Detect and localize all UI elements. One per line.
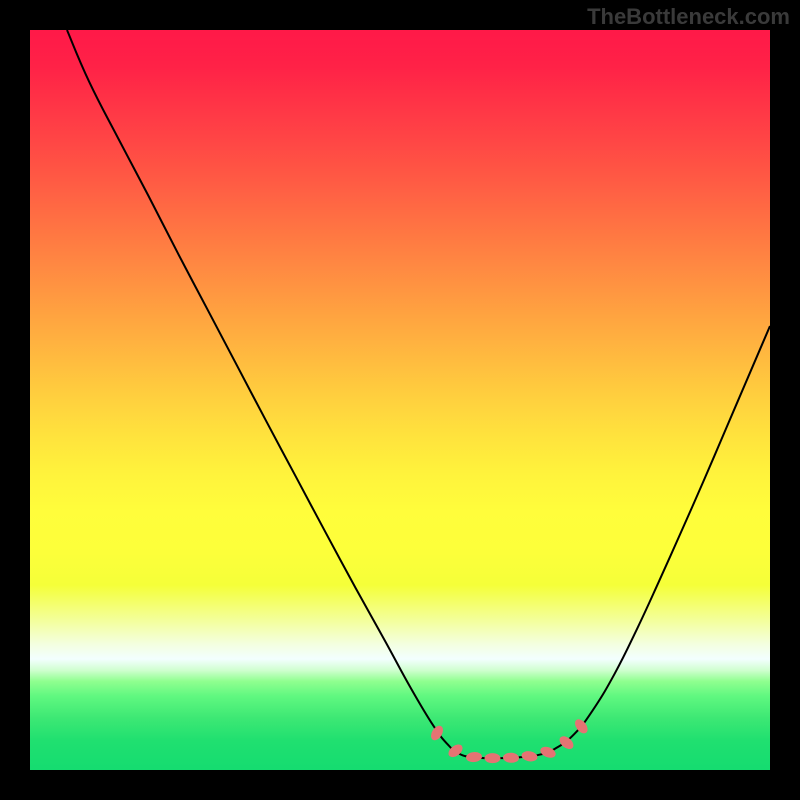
plot-area	[30, 30, 770, 770]
watermark-label: TheBottleneck.com	[587, 4, 790, 30]
bottleneck-chart: TheBottleneck.com	[0, 0, 800, 800]
chart-svg	[0, 0, 800, 800]
valley-marker	[485, 753, 501, 763]
